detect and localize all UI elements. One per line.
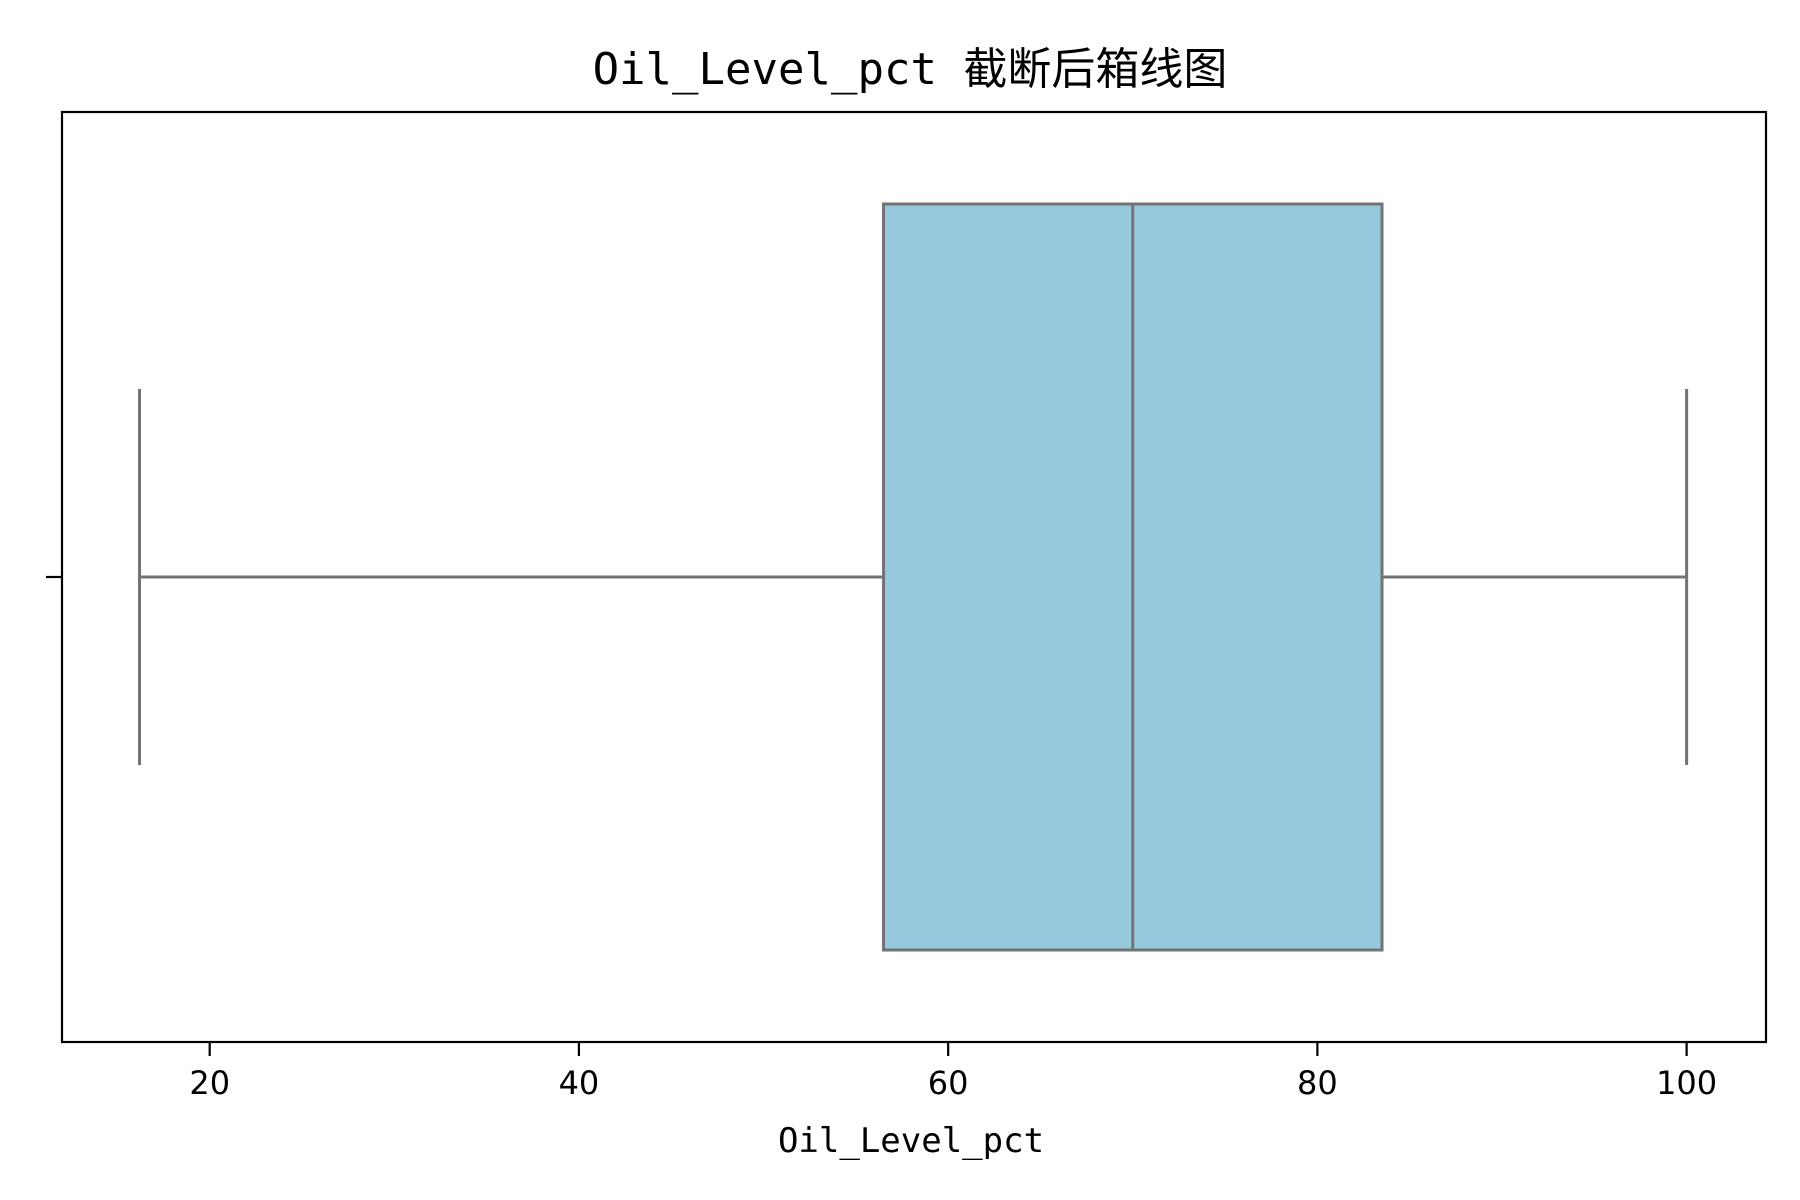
- box-plot: [138, 202, 1689, 952]
- x-tick-label: 20: [189, 1064, 230, 1102]
- chart-title: Oil_Level_pct 截断后箱线图: [593, 44, 1228, 95]
- x-tick-label: 100: [1656, 1064, 1717, 1102]
- x-axis-label: Oil_Level_pct: [778, 1121, 1044, 1161]
- x-tick-label: 60: [928, 1064, 969, 1102]
- x-tick-label: 40: [559, 1064, 600, 1102]
- x-axis-ticks: 20 40 60 80 100: [189, 1042, 1717, 1102]
- x-tick-label: 80: [1297, 1064, 1338, 1102]
